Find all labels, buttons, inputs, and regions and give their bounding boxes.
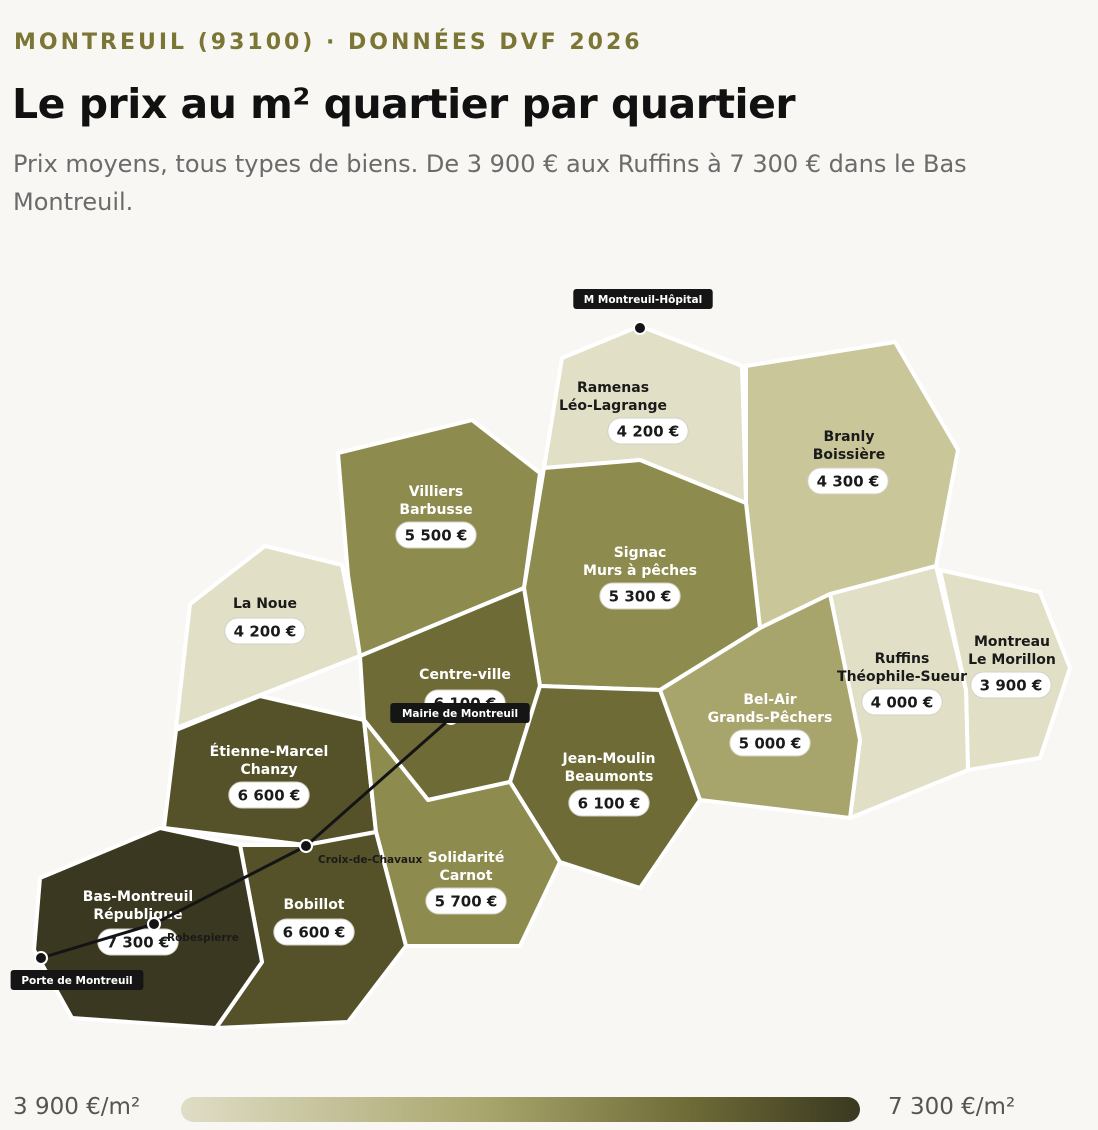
quartier-name-bas-montreuil: République [93, 907, 182, 923]
quartier-name-signac: Murs à pêches [583, 563, 697, 579]
quartier-name-branly: Branly [824, 429, 875, 445]
price-pill-signac [599, 582, 681, 610]
page-title: Le prix au m² quartier par quartier [12, 80, 796, 128]
metro-line-route [39, 716, 453, 960]
station-label-croix-de-chavaux: Croix-de-Chavaux [318, 854, 422, 866]
price-label-bel-air: 5 000 € [739, 735, 802, 753]
quartier-name-villiers: Villiers [409, 484, 464, 500]
price-pill-bobillot [273, 918, 355, 946]
quartier-name-jean-moulin: Beaumonts [565, 769, 654, 785]
price-pill-ruffins [861, 688, 943, 716]
quartier-name-solidarite: Solidarité [428, 850, 505, 866]
station-dot-montreuil-hopital[interactable] [633, 321, 647, 335]
price-pill-ramenas [607, 417, 689, 445]
price-label-ruffins: 4 000 € [871, 694, 934, 712]
quartier-name-ramenas: Léo-Lagrange [559, 398, 667, 414]
station-label-montreuil-hopital: M Montreuil-Hôpital [584, 294, 702, 306]
price-pill-branly [807, 467, 889, 495]
quartier-name-centre-ville: Centre-ville [419, 667, 511, 683]
quartier-name-bas-montreuil: Bas-Montreuil [83, 889, 193, 905]
stations-layer: M Montreuil-Hôpital Mairie de Montreuil Cr… [10, 289, 713, 990]
legend-color-scale [181, 1097, 860, 1122]
station-dot-porte[interactable] [34, 951, 48, 965]
kicker: MONTREUIL (93100) · DONNÉES DVF 2026 [14, 30, 643, 55]
quartier-name-bel-air: Bel-Air [743, 692, 796, 708]
quartier-name-bobillot: Bobillot [283, 897, 344, 913]
station-label-robespierre: Robespierre [167, 932, 239, 944]
price-label-bobillot: 6 600 € [283, 924, 346, 942]
station-dot-robespierre[interactable] [147, 917, 161, 931]
price-label-villiers: 5 500 € [405, 527, 468, 545]
quartier-name-villiers: Barbusse [399, 502, 472, 518]
price-pill-la-noue [224, 617, 306, 645]
quartier-name-solidarite: Carnot [440, 868, 493, 884]
quartier-name-jean-moulin: Jean-Moulin [561, 751, 655, 767]
legend-min-label: 3 900 €/m² [13, 1094, 141, 1120]
quartier-name-ruffins: Ruffins [875, 651, 930, 667]
station-label-mairie: Mairie de Montreuil [402, 708, 518, 720]
price-pill-bel-air [729, 729, 811, 757]
quartier-name-montreau: Montreau [974, 634, 1050, 650]
quartier-name-bel-air: Grands-Pêchers [708, 710, 833, 726]
quartier-name-etienne-marcel: Chanzy [241, 762, 298, 778]
station-tag-montreuil-hopital [573, 289, 713, 309]
price-pill-montreau [970, 671, 1052, 699]
price-label-ramenas: 4 200 € [617, 423, 680, 441]
price-label-bas-montreuil: 7 300 € [107, 934, 170, 952]
quartier-name-ramenas: Ramenas [577, 380, 649, 396]
price-pill-etienne-marcel [228, 781, 310, 809]
quartier-name-branly: Boissière [813, 447, 885, 463]
station-tag-porte [10, 970, 144, 990]
station-tag-mairie [390, 703, 530, 723]
subtitle: Prix moyens, tous types de biens. De 3 9… [13, 150, 967, 216]
price-label-signac: 5 300 € [609, 588, 672, 606]
quartier-bas-montreuil[interactable] [32, 826, 264, 1030]
price-pill-villiers [395, 521, 477, 549]
legend-max-label: 7 300 €/m² [888, 1094, 1016, 1120]
price-label-jean-moulin: 6 100 € [578, 795, 641, 813]
price-label-branly: 4 300 € [817, 473, 880, 491]
station-label-porte: Porte de Montreuil [21, 975, 132, 987]
price-pill-solidarite [425, 887, 507, 915]
quartier-name-ruffins: Théophile-Sueur [837, 669, 967, 685]
labels-layer: Ramenas Léo-Lagrange 4 200 € Branly Boissièr… [83, 380, 1056, 956]
quartier-name-signac: Signac [614, 545, 667, 561]
quartier-name-la-noue: La Noue [233, 596, 297, 612]
quartier-name-montreau: Le Morillon [968, 652, 1056, 668]
quartier-name-etienne-marcel: Étienne-Marcel [210, 743, 329, 760]
station-dot-croix-de-chavaux[interactable] [299, 839, 313, 853]
price-label-la-noue: 4 200 € [234, 623, 297, 641]
price-label-etienne-marcel: 6 600 € [238, 787, 301, 805]
price-label-solidarite: 5 700 € [435, 893, 498, 911]
price-label-montreau: 3 900 € [980, 677, 1043, 695]
price-pill-jean-moulin [568, 789, 650, 817]
